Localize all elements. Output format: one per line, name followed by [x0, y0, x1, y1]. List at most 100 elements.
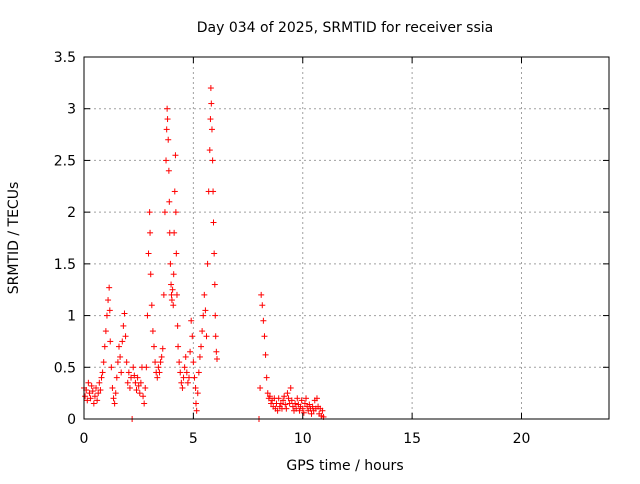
data-point	[210, 219, 217, 226]
data-point	[182, 353, 189, 360]
data-point	[171, 188, 178, 195]
data-point	[207, 85, 214, 92]
plot-frame	[83, 56, 610, 420]
data-point	[126, 384, 133, 391]
data-point	[124, 379, 131, 386]
data-point	[88, 382, 95, 389]
data-point	[170, 302, 177, 309]
data-point	[98, 374, 105, 381]
data-point	[111, 400, 118, 407]
data-point	[168, 297, 175, 304]
data-point	[135, 382, 142, 389]
data-point	[106, 284, 113, 291]
data-point	[301, 400, 308, 407]
data-point	[134, 374, 141, 381]
data-point	[155, 364, 162, 371]
data-point	[95, 390, 102, 397]
points-layer	[81, 85, 327, 422]
data-point	[171, 229, 178, 236]
data-point	[165, 167, 172, 174]
data-point	[191, 374, 198, 381]
data-point	[306, 401, 313, 408]
y-tick-label: 3	[67, 102, 76, 118]
data-point	[159, 345, 166, 352]
data-point	[147, 271, 154, 278]
data-point	[166, 198, 173, 205]
data-point	[261, 333, 268, 340]
data-point	[140, 393, 147, 400]
data-point	[195, 369, 202, 376]
data-point	[101, 343, 108, 350]
data-point	[157, 359, 164, 366]
data-point	[149, 328, 156, 335]
data-point	[143, 364, 150, 371]
data-point	[309, 403, 316, 410]
data-point	[146, 209, 153, 216]
data-point	[96, 379, 103, 386]
data-point	[109, 384, 116, 391]
data-point	[296, 407, 303, 414]
data-point	[210, 188, 217, 195]
data-point	[208, 126, 215, 133]
data-point	[118, 369, 125, 376]
data-point	[154, 374, 161, 381]
y-tick-label: 1	[67, 309, 76, 325]
data-point	[275, 395, 282, 402]
data-point	[152, 359, 159, 366]
data-point	[184, 379, 191, 386]
data-point	[260, 317, 267, 324]
data-point	[125, 369, 132, 376]
data-point	[148, 302, 155, 309]
data-point	[308, 410, 315, 417]
data-point	[112, 390, 119, 397]
data-point	[262, 351, 269, 358]
data-point	[173, 291, 180, 298]
data-point	[94, 397, 101, 404]
data-point	[204, 260, 211, 267]
data-point	[89, 388, 96, 395]
data-point	[259, 302, 266, 309]
data-point	[214, 356, 220, 363]
data-point	[158, 353, 165, 360]
data-point	[258, 291, 265, 298]
data-point	[110, 395, 117, 402]
data-point	[179, 384, 186, 391]
data-point	[292, 400, 299, 407]
data-point	[178, 379, 185, 386]
data-point	[202, 307, 209, 314]
data-point	[168, 291, 175, 298]
data-point	[190, 359, 197, 366]
data-point	[274, 407, 281, 414]
y-axis-label: SRMTID / TECUs	[6, 182, 22, 295]
data-point	[156, 369, 163, 376]
data-point	[99, 369, 106, 376]
data-point	[293, 405, 300, 412]
data-point	[300, 409, 307, 416]
data-point	[164, 116, 171, 123]
data-point	[131, 372, 138, 379]
data-point	[284, 390, 291, 397]
x-tick-label: 5	[189, 431, 198, 447]
data-point	[161, 209, 168, 216]
data-point	[206, 147, 213, 154]
data-point	[102, 328, 109, 335]
data-point	[319, 407, 326, 414]
data-point	[287, 384, 294, 391]
data-point	[130, 364, 137, 371]
data-point	[264, 390, 271, 397]
data-point	[203, 333, 210, 340]
data-point	[187, 348, 194, 355]
data-point	[266, 393, 273, 400]
data-point	[263, 374, 270, 381]
data-point	[82, 393, 89, 400]
data-point	[121, 310, 128, 317]
data-point	[142, 384, 149, 391]
data-point	[100, 359, 107, 366]
data-point	[281, 393, 288, 400]
data-point	[207, 116, 214, 123]
data-point	[167, 260, 174, 267]
data-point	[128, 374, 135, 381]
data-point	[107, 338, 114, 345]
data-point	[208, 100, 215, 107]
